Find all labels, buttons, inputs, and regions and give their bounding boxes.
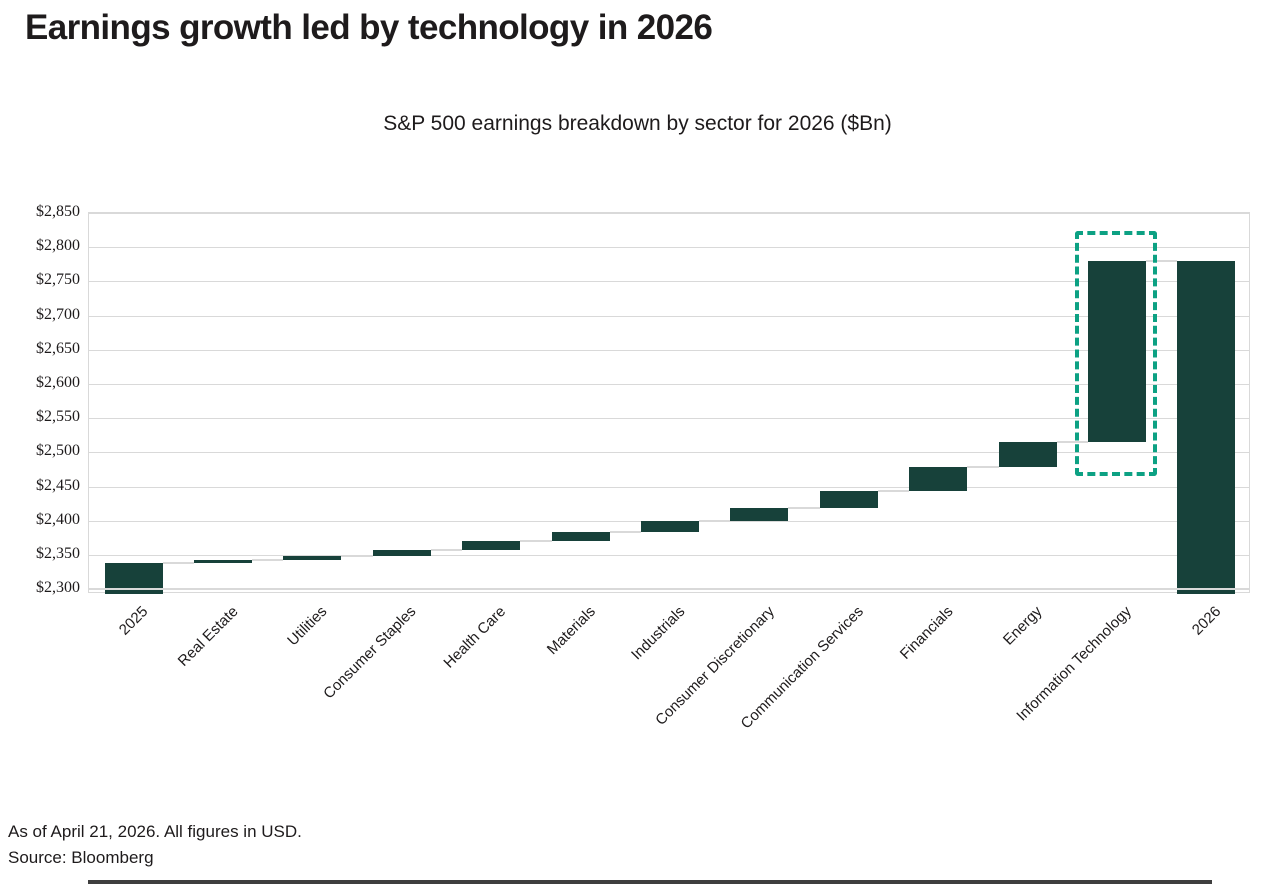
connector-line bbox=[1145, 259, 1178, 262]
connector-line bbox=[252, 558, 284, 561]
x-tick-label-energy: Energy bbox=[999, 603, 1046, 649]
connector-line bbox=[430, 549, 463, 552]
page-title: Earnings growth led by technology in 202… bbox=[25, 8, 713, 47]
footnotes: As of April 21, 2026. All figures in USD… bbox=[8, 819, 302, 871]
y-tick-label: $2,450 bbox=[36, 476, 80, 494]
x-tick-label-2025: 2025 bbox=[116, 603, 152, 639]
y-tick-label: $2,600 bbox=[36, 374, 80, 391]
connector-line bbox=[162, 561, 195, 564]
bar-energy bbox=[998, 442, 1057, 467]
connector-line bbox=[788, 506, 820, 509]
bar-consumer-staples bbox=[372, 550, 431, 556]
bar-information-technology bbox=[1087, 260, 1146, 443]
y-tick-label: $2,700 bbox=[36, 305, 80, 323]
y-tick-label: $2,650 bbox=[36, 339, 80, 357]
x-tick-label-industrials: Industrials bbox=[627, 603, 689, 664]
bar-2026 bbox=[1177, 260, 1236, 594]
connector-line bbox=[1056, 441, 1088, 444]
x-tick-label-materials: Materials bbox=[543, 603, 599, 659]
gridline bbox=[89, 452, 1249, 454]
y-tick-label: $2,550 bbox=[36, 408, 80, 426]
y-tick-label: $2,350 bbox=[36, 545, 80, 562]
connector-line bbox=[967, 465, 999, 468]
y-tick-label: $2,800 bbox=[36, 237, 80, 255]
x-tick-label-utilities: Utilities bbox=[284, 603, 331, 650]
bar-communication-services bbox=[819, 490, 878, 508]
gridline bbox=[89, 555, 1249, 556]
connector-line bbox=[609, 531, 641, 534]
plot-area bbox=[88, 212, 1250, 594]
x-tick-label-real-estate: Real Estate bbox=[174, 603, 242, 670]
gridline bbox=[89, 520, 1249, 522]
connector-line bbox=[520, 540, 552, 543]
bar-consumer-discretionary bbox=[730, 507, 789, 522]
x-tick-label-health-care: Health Care bbox=[440, 603, 510, 672]
bottom-rule bbox=[88, 880, 1212, 884]
x-tick-label-consumer-staples: Consumer Staples bbox=[320, 603, 420, 703]
bar-materials bbox=[551, 532, 610, 542]
bar-industrials bbox=[641, 521, 699, 533]
gridline bbox=[89, 247, 1249, 249]
gridline bbox=[89, 281, 1249, 283]
y-tick-label: $2,500 bbox=[36, 442, 80, 460]
bar-health-care bbox=[462, 541, 521, 551]
x-axis-baseline bbox=[89, 588, 1249, 591]
gridline bbox=[89, 418, 1249, 420]
footnote-source: Source: Bloomberg bbox=[8, 848, 154, 867]
y-tick-label: $2,850 bbox=[36, 203, 80, 220]
highlight-box-information-technology bbox=[1074, 230, 1157, 477]
connector-line bbox=[699, 520, 731, 523]
y-tick-label: $2,400 bbox=[36, 510, 80, 528]
chart-title: S&P 500 earnings breakdown by sector for… bbox=[383, 112, 892, 135]
bar-utilities bbox=[283, 555, 342, 560]
x-tick-label-2026: 2026 bbox=[1188, 603, 1225, 639]
gridline bbox=[89, 315, 1249, 317]
y-tick-label: $2,300 bbox=[36, 579, 80, 597]
gridline bbox=[89, 384, 1249, 385]
footnote-asof: As of April 21, 2026. All figures in USD… bbox=[8, 822, 302, 841]
connector-line bbox=[341, 554, 373, 557]
gridline bbox=[89, 349, 1249, 351]
bar-financials bbox=[909, 466, 968, 491]
gridline bbox=[89, 213, 1249, 214]
gridline bbox=[89, 486, 1249, 488]
x-tick-label-financials: Financials bbox=[896, 603, 957, 663]
connector-line bbox=[877, 489, 910, 492]
y-tick-label: $2,750 bbox=[36, 271, 80, 289]
bar-real-estate bbox=[194, 559, 253, 563]
